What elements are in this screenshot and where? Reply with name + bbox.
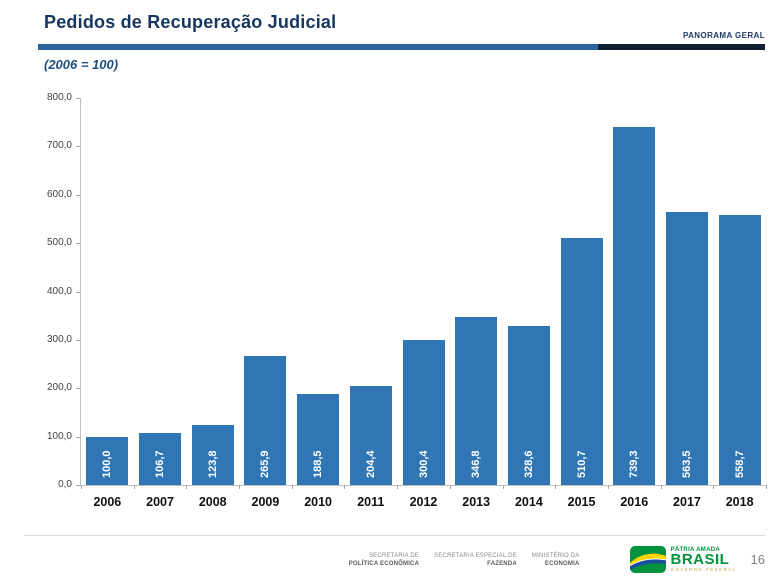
y-axis-tick-mark <box>76 98 80 99</box>
y-axis-tick-label: 700,0 <box>46 140 72 152</box>
bar-2008: 123,8 <box>191 425 234 485</box>
y-axis-tick-label: 0,0 <box>58 479 72 490</box>
org-line1: SECRETARIA DE <box>368 552 420 559</box>
bar-2017: 563,5 <box>665 212 708 485</box>
bar-value-label: 510,7 <box>575 450 588 478</box>
bar-2014: 328,6 <box>507 326 550 485</box>
x-axis-category-label: 2006 <box>93 495 122 509</box>
divider-dark-segment <box>598 44 765 50</box>
y-axis-tick-mark <box>76 339 80 341</box>
government-logo: PÁTRIA AMADA BRASIL GOVERNO FEDERAL <box>629 546 737 573</box>
y-axis-tick-label: 100,0 <box>46 430 72 442</box>
government-logo-text: PÁTRIA AMADA BRASIL GOVERNO FEDERAL <box>671 547 737 573</box>
x-axis-category-label: 2018 <box>725 495 754 509</box>
x-axis-category-label: 2010 <box>304 495 333 509</box>
bar-value-label: 739,3 <box>628 450 641 478</box>
footer: SECRETARIA DE POLÍTICA ECONÔMICA SECRETA… <box>334 546 765 573</box>
org-line2: POLÍTICA ECONÔMICA <box>348 560 420 567</box>
y-axis-tick-mark <box>76 485 80 486</box>
bar-value-label: 204,4 <box>364 450 377 478</box>
footer-org-politica-economica: SECRETARIA DE POLÍTICA ECONÔMICA <box>349 552 419 568</box>
x-axis-category-label: 2009 <box>251 495 280 509</box>
x-axis-tick-mark <box>81 485 82 489</box>
y-axis-tick-mark <box>76 194 80 196</box>
y-axis-tick-mark <box>76 291 80 293</box>
page-title: Pedidos de Recuperação Judicial <box>44 12 337 32</box>
x-axis-tick-mark <box>397 485 399 489</box>
x-axis-tick-mark <box>502 485 504 489</box>
x-axis-category-label: 2013 <box>462 495 491 509</box>
x-axis-tick-mark <box>555 485 557 489</box>
bar-value-label: 188,5 <box>312 450 325 478</box>
y-axis-tick-mark <box>76 243 80 245</box>
org-line1: SECRETARIA ESPECIAL DE <box>434 552 517 559</box>
bar-2012: 300,4 <box>402 339 445 485</box>
bar-2006: 100,0 <box>86 436 129 485</box>
y-axis-tick-label: 500,0 <box>46 237 72 249</box>
bar-value-label: 100,0 <box>101 450 114 478</box>
bar-chart-plot-area: 0,0 100,0 200,0 300,0 400,0 500,0 600,0 700,0 80… <box>47 92 767 509</box>
title-divider <box>38 44 765 50</box>
x-axis-category-label: 2012 <box>409 495 438 509</box>
x-axis-tick-mark <box>766 485 767 489</box>
y-axis-tick-mark <box>76 436 80 438</box>
y-axis-tick-mark <box>76 388 80 390</box>
org-line2: ECONOMIA <box>544 560 580 567</box>
org-line2: FAZENDA <box>487 560 517 567</box>
x-axis-tick-mark <box>344 485 346 489</box>
bar-value-label: 328,6 <box>522 450 535 478</box>
x-axis-tick-mark <box>449 485 451 489</box>
y-axis-tick-label: 600,0 <box>46 188 72 200</box>
bar-value-label: 300,4 <box>417 450 430 478</box>
x-axis-tick-mark <box>713 485 715 489</box>
x-axis-tick-mark <box>239 485 241 489</box>
x-axis-category-label: 2011 <box>357 495 385 509</box>
org-line1: MINISTÉRIO DA <box>531 552 580 559</box>
bar-2018: 558,7 <box>718 214 761 485</box>
x-axis-tick-mark <box>291 485 293 489</box>
section-tag: PANORAMA GERAL <box>682 31 765 40</box>
x-axis-tick-mark <box>133 485 135 489</box>
bar-2013: 346,8 <box>455 317 498 485</box>
bar-2007: 106,7 <box>139 433 182 485</box>
bar-2011: 204,4 <box>349 386 392 485</box>
x-axis-tick-mark <box>660 485 662 489</box>
bar-value-label: 106,7 <box>154 450 167 478</box>
x-axis-category-label: 2016 <box>620 495 649 509</box>
bar-2010: 188,5 <box>297 393 340 485</box>
page-number: 16 <box>750 552 765 567</box>
bar-value-label: 265,9 <box>259 450 272 478</box>
x-axis-tick-mark <box>186 485 188 489</box>
y-axis-tick-label: 400,0 <box>46 285 72 297</box>
x-axis-tick-mark <box>607 485 609 489</box>
footer-org-economia: MINISTÉRIO DA ECONOMIA <box>532 552 580 568</box>
y-axis-tick-label: 300,0 <box>46 333 72 345</box>
x-axis-category-label: 2014 <box>514 495 543 509</box>
logo-top-text: PÁTRIA AMADA <box>670 546 721 553</box>
footer-org-fazenda: SECRETARIA ESPECIAL DE FAZENDA <box>434 552 517 568</box>
brazil-flag-icon <box>629 546 666 573</box>
x-axis-category-label: 2015 <box>567 495 596 509</box>
logo-sub-text: GOVERNO FEDERAL <box>670 566 737 572</box>
y-axis-tick-label: 800,0 <box>46 92 72 103</box>
bar-2009: 265,9 <box>244 356 287 485</box>
logo-main-text: BRASIL <box>670 550 730 568</box>
bar-value-label: 346,8 <box>470 450 483 478</box>
bar-value-label: 123,8 <box>206 450 219 478</box>
x-axis-category-label: 2007 <box>146 495 174 509</box>
chart-subtitle: (2006 = 100) <box>44 57 119 72</box>
x-axis-category-label: 2017 <box>673 495 701 509</box>
bar-2016: 739,3 <box>613 127 656 485</box>
footer-divider <box>24 535 765 536</box>
x-axis-category-label: 2008 <box>198 495 227 509</box>
bar-2015: 510,7 <box>560 237 603 485</box>
y-axis-tick-label: 200,0 <box>46 382 72 394</box>
divider-blue-segment <box>38 44 598 50</box>
y-axis-tick-mark <box>76 146 80 148</box>
bar-value-label: 558,7 <box>733 450 746 478</box>
bar-value-label: 563,5 <box>680 450 693 478</box>
